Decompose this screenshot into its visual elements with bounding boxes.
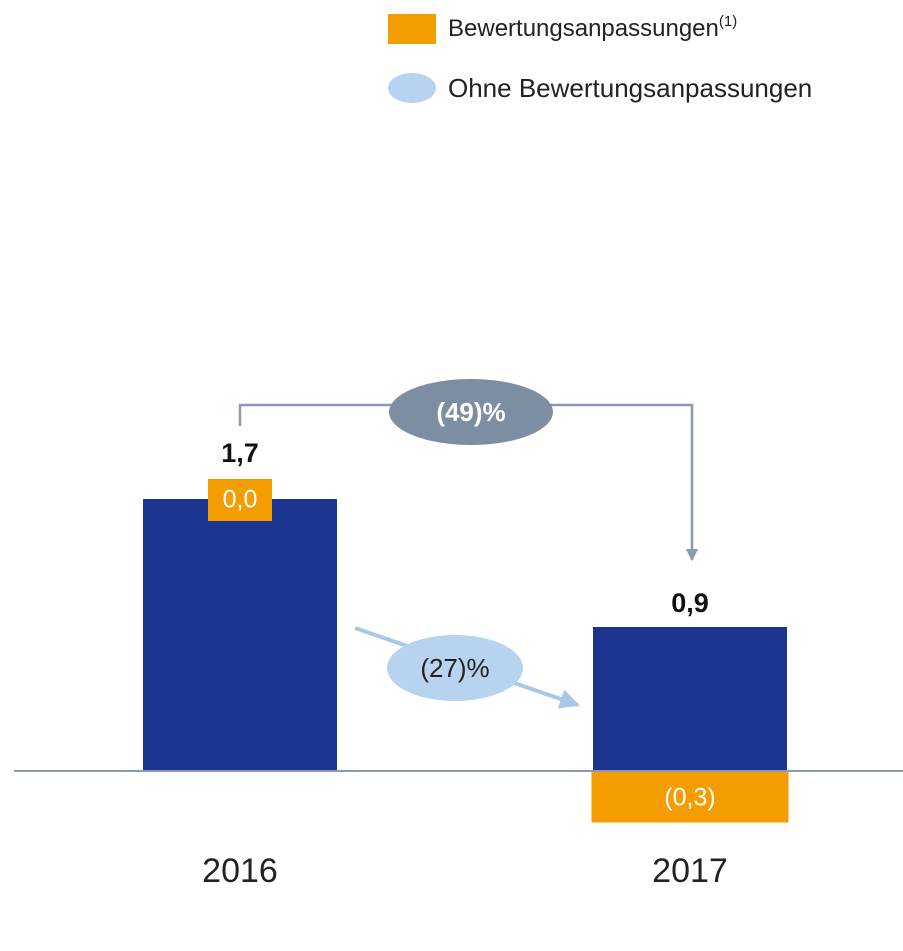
legend-label: Bewertungsanpassungen(1) (448, 13, 737, 42)
growth-49: (49)% (238, 379, 699, 562)
data-label: 0,0 (223, 486, 258, 514)
annotation-bubble (387, 635, 523, 701)
growth-27: (27)% (354, 626, 580, 709)
legend: Bewertungsanpassungen(1) Ohne Bewertungs… (388, 13, 812, 103)
x-tick-label: 2017 (652, 852, 728, 890)
legend-footnote: (1) (719, 13, 737, 30)
legend-swatch (388, 73, 436, 103)
data-label: (0,3) (664, 784, 715, 812)
total-label: 1,7 (221, 438, 259, 468)
annotation: (49)% (436, 397, 505, 427)
annotation-bubble (389, 379, 553, 445)
legend-label: Ohne Bewertungsanpassungen (448, 73, 812, 103)
bar-segment (143, 499, 337, 771)
total-label: 0,9 (671, 588, 709, 618)
bar-segment (591, 771, 789, 823)
bar-segment (593, 627, 787, 771)
legend-swatch (388, 14, 436, 44)
annotation: (27)% (420, 653, 489, 683)
bars: 0,0 1,7 (0,3) 0,9 (143, 438, 789, 823)
legend-text: Bewertungsanpassungen (448, 15, 719, 42)
x-tick-label: 2016 (202, 852, 278, 890)
label-box (208, 479, 272, 521)
